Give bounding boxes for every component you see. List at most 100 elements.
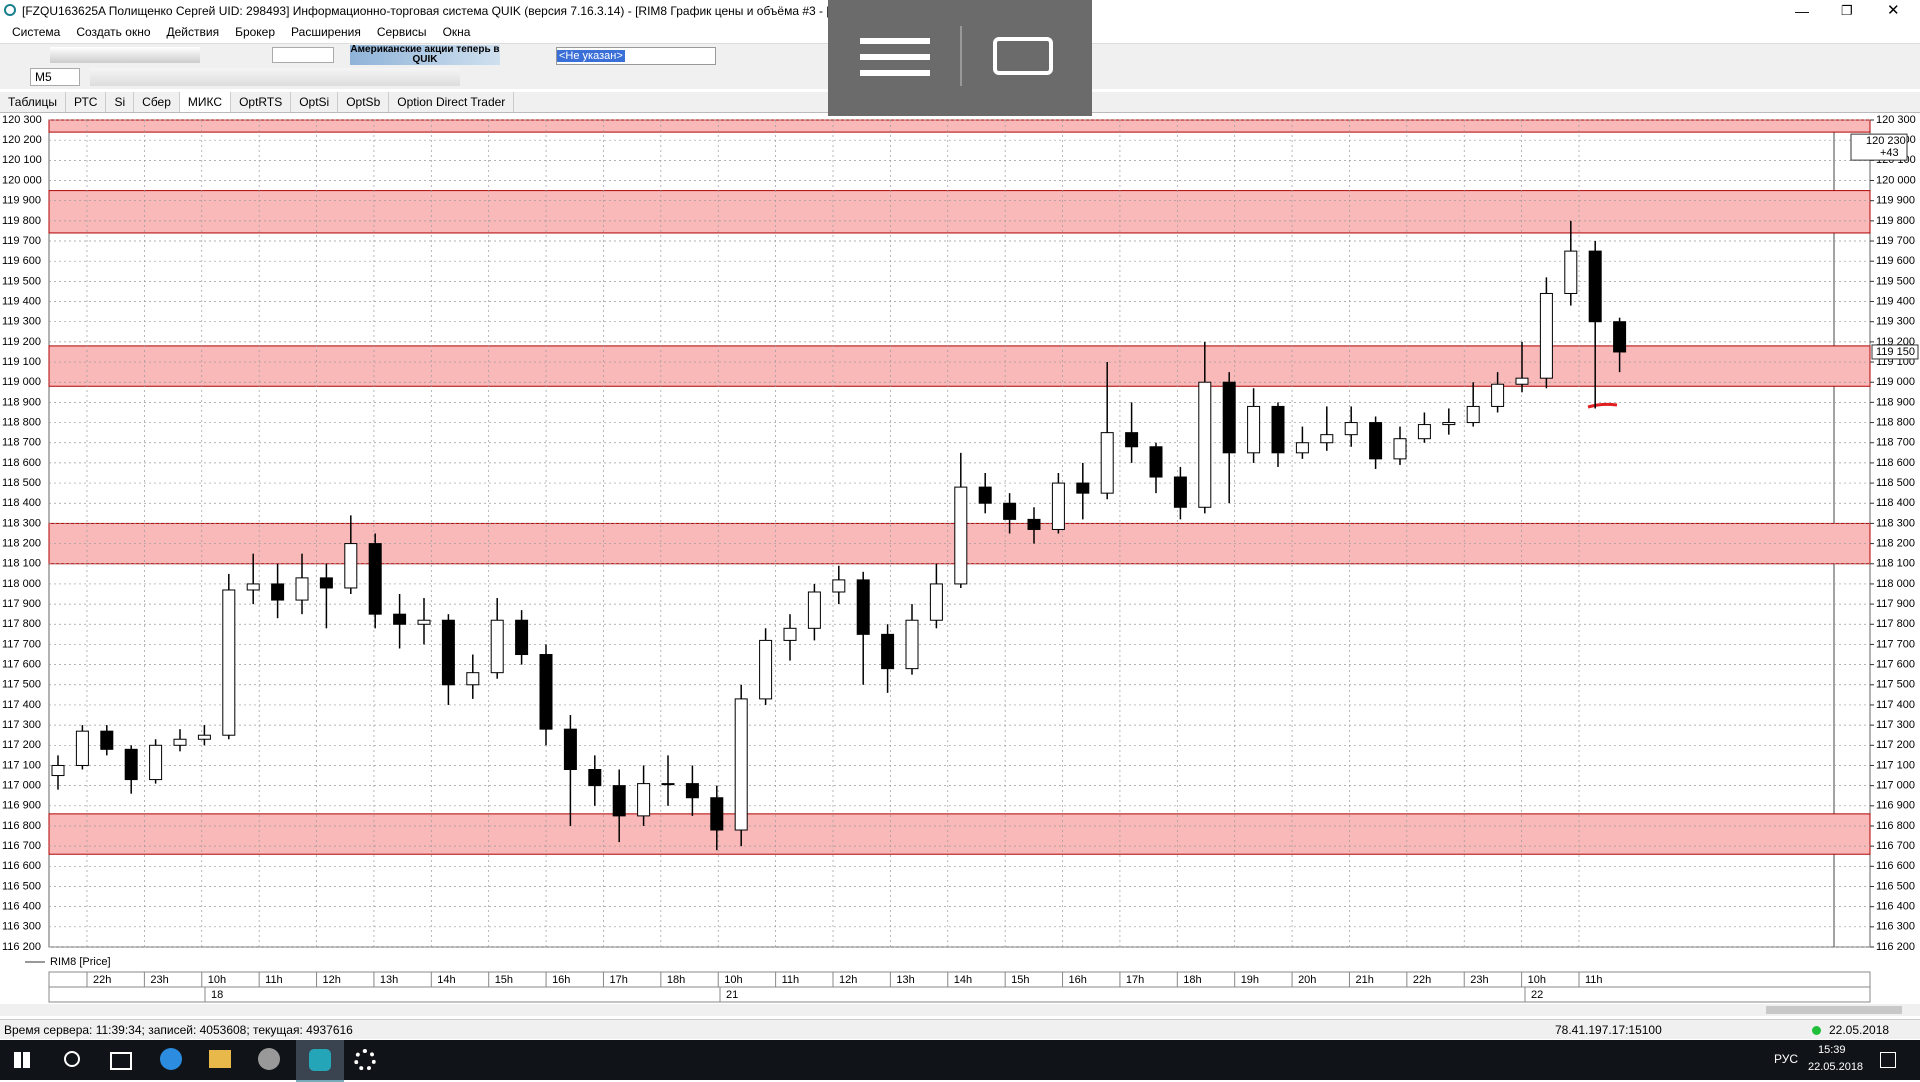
x-tick-label: 11h: [265, 974, 283, 986]
task-view[interactable]: [110, 1052, 132, 1070]
candle-body: [1295, 442, 1309, 454]
y-tick-label-right: 117 500: [1876, 679, 1915, 691]
y-tick-label-right: 118 700: [1876, 437, 1915, 449]
search-button[interactable]: [64, 1051, 80, 1067]
x-tick-label: 22h: [93, 974, 111, 986]
candle-body: [1515, 377, 1529, 385]
y-tick-label-right: 118 500: [1876, 477, 1915, 489]
tab[interactable]: OptRTS: [231, 92, 292, 112]
menu-icon[interactable]: [860, 38, 930, 44]
y-tick-label: 119 900: [2, 195, 41, 207]
last-price-box: [1871, 344, 1919, 360]
y-tick-label-right: 118 000: [1876, 578, 1915, 590]
x-tick-label: 15h: [495, 974, 513, 986]
price-zone: [48, 190, 1871, 234]
x-tick-label: 11h: [782, 974, 800, 986]
toolbar-icons[interactable]: [50, 47, 200, 63]
scrollbar[interactable]: [0, 1004, 1920, 1016]
candle-body: [1564, 250, 1578, 294]
menu-item[interactable]: Брокер: [235, 25, 276, 39]
candle-body: [1149, 446, 1163, 478]
quik-icon: [309, 1049, 331, 1071]
candle-body: [1539, 292, 1553, 379]
candle-body: [515, 619, 529, 656]
x-tick-label: 18h: [1183, 974, 1201, 986]
cursor-label: 120 230: [1866, 135, 1906, 147]
candle-body: [905, 619, 919, 670]
y-tick-label-right: 118 800: [1876, 416, 1915, 428]
settings-icon[interactable]: [354, 1049, 376, 1071]
clock-date[interactable]: 22.05.2018: [1808, 1061, 1864, 1073]
tab[interactable]: МИКС: [179, 92, 232, 112]
y-tick-label: 120 100: [2, 154, 42, 166]
candle-body: [417, 619, 431, 625]
candle-body: [1003, 502, 1017, 520]
y-tick-label-right: 117 800: [1876, 618, 1915, 630]
x-tick-label: 19h: [1241, 974, 1259, 986]
x-tick-label: 23h: [150, 974, 168, 986]
menu-item[interactable]: Расширения: [291, 25, 361, 39]
menu-item[interactable]: Создать окно: [76, 25, 151, 39]
tab[interactable]: РТС: [66, 92, 107, 112]
menu-item[interactable]: Система: [12, 25, 61, 39]
x-tick-label: 11h: [1585, 974, 1603, 986]
quik-task[interactable]: [296, 1040, 344, 1082]
candle-body: [1466, 405, 1480, 424]
close-button[interactable]: ✕: [1887, 2, 1900, 19]
y-tick-label-right: 116 800: [1876, 820, 1915, 832]
y-tick-label: 118 200: [2, 537, 41, 549]
candle-body: [1173, 476, 1187, 508]
clock-time[interactable]: 15:39: [1818, 1044, 1846, 1056]
y-tick-label-right: 117 200: [1876, 739, 1915, 751]
x-tick-label: 16h: [552, 974, 570, 986]
candle-body: [368, 543, 382, 615]
candle-body: [1051, 482, 1065, 530]
tab[interactable]: Таблицы: [0, 92, 67, 112]
app-icon[interactable]: [258, 1048, 280, 1070]
tab[interactable]: Сбер: [134, 92, 180, 112]
chart-tools[interactable]: [90, 68, 460, 86]
interval-select[interactable]: M5: [30, 68, 80, 86]
candle-body: [637, 783, 651, 817]
y-tick-label: 117 200: [2, 739, 41, 751]
banner[interactable]: Американские акции теперь в QUIK: [350, 44, 500, 65]
y-tick-label: 119 500: [2, 275, 41, 287]
browser-icon[interactable]: [160, 1048, 182, 1070]
tab[interactable]: OptSb: [338, 92, 390, 112]
y-tick-label: 116 300: [2, 921, 41, 933]
notifications[interactable]: [1880, 1052, 1896, 1068]
y-tick-label-right: 119 500: [1876, 275, 1915, 287]
tab[interactable]: Si: [106, 92, 135, 112]
candle-body: [661, 783, 675, 786]
search-input[interactable]: [272, 47, 334, 63]
scroll-thumb[interactable]: [1766, 1006, 1902, 1014]
folder-icon[interactable]: [209, 1050, 231, 1068]
candle-body: [1222, 381, 1236, 454]
candle-body: [490, 619, 504, 674]
start-button[interactable]: [14, 1052, 30, 1068]
restore-button[interactable]: ❐: [1841, 3, 1853, 18]
y-tick-label: 119 100: [2, 356, 41, 368]
menu-item[interactable]: Окна: [442, 25, 471, 39]
keyboard-icon[interactable]: [993, 37, 1053, 75]
y-tick-label-right: 119 800: [1876, 215, 1915, 227]
candle-body: [173, 738, 187, 746]
language[interactable]: РУС: [1774, 1052, 1799, 1066]
tab[interactable]: Option Direct Trader: [389, 92, 515, 112]
y-tick-label: 117 600: [2, 659, 41, 671]
candle-body: [51, 764, 65, 777]
menu-item[interactable]: Сервисы: [376, 25, 427, 39]
y-tick-label: 119 400: [2, 295, 41, 307]
user-drawing: [1587, 402, 1618, 409]
y-tick-label-right: 117 300: [1876, 719, 1915, 731]
menu-item[interactable]: Действия: [166, 25, 220, 39]
candle-body: [100, 730, 114, 750]
minimize-button[interactable]: —: [1795, 3, 1809, 19]
account-select[interactable]: <Не указан>: [556, 47, 716, 65]
legend-label: RIM8 [Price]: [50, 956, 111, 968]
price-zone: [48, 119, 1871, 133]
tab[interactable]: OptSi: [291, 92, 339, 112]
y-tick-label-right: 120 000: [1876, 174, 1916, 186]
connection-indicator: [1812, 1026, 1821, 1035]
candle-body: [197, 734, 211, 740]
